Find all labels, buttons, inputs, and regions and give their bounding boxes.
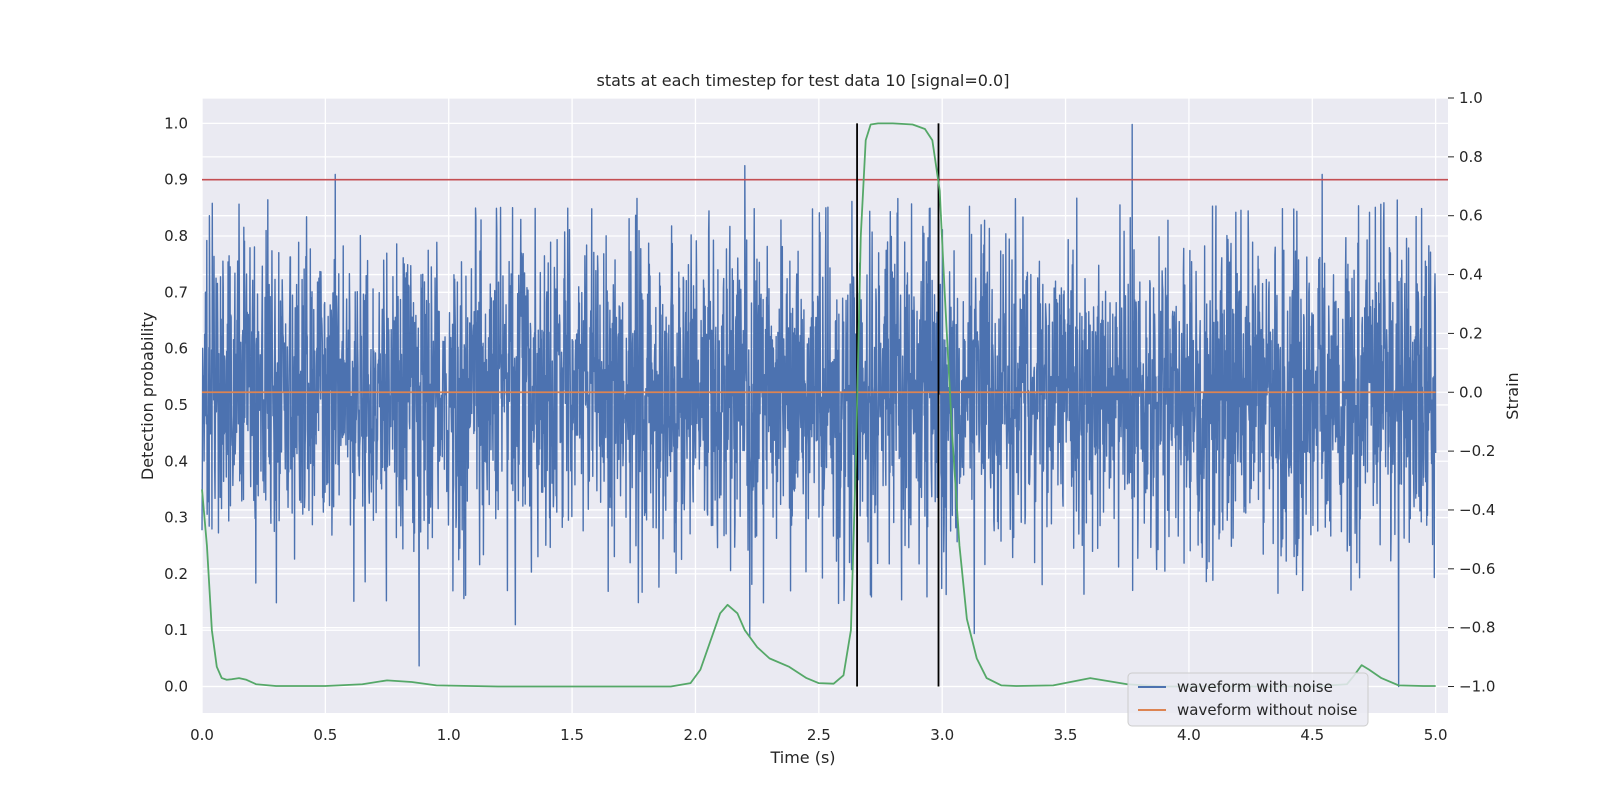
x-tick-label: 1.0	[437, 726, 461, 744]
y2-tick-label: 1.0	[1459, 89, 1483, 107]
y2-tick-label: −0.8	[1459, 619, 1495, 637]
x-tick-label: 4.5	[1300, 726, 1324, 744]
x-tick-label: 1.5	[560, 726, 584, 744]
legend: waveform with noise waveform without noi…	[1127, 672, 1369, 727]
y2-tick-label: −0.6	[1459, 560, 1495, 578]
y2-tick-label: 0.2	[1459, 324, 1483, 342]
x-tick-label: 3.5	[1054, 726, 1078, 744]
chart-title: stats at each timestep for test data 10 …	[597, 71, 1010, 90]
y2-tick-label: 0.0	[1459, 383, 1483, 401]
y-tick-label: 0.2	[164, 565, 188, 583]
x-tick-label: 5.0	[1424, 726, 1448, 744]
y2-axis-title: Strain	[1503, 372, 1522, 419]
y-tick-label: 0.5	[164, 396, 188, 414]
y-tick-label: 0.0	[164, 678, 188, 696]
x-tick-label: 0.5	[313, 726, 337, 744]
legend-box	[1127, 672, 1369, 727]
series-waveform-with-noise	[201, 123, 1437, 688]
y-axis-title: Detection probability	[138, 312, 157, 480]
legend-label-noisy: waveform with noise	[1177, 678, 1333, 696]
y2-tick-label: −1.0	[1459, 678, 1495, 696]
y2-tick-label: 0.4	[1459, 266, 1483, 284]
y-tick-label: 1.0	[164, 114, 188, 132]
y-tick-label: 0.1	[164, 621, 188, 639]
y2-tick-label: 0.6	[1459, 207, 1483, 225]
x-tick-label: 2.0	[684, 726, 708, 744]
x-tick-label: 0.0	[190, 726, 214, 744]
x-tick-label: 2.5	[807, 726, 831, 744]
y-tick-label: 0.3	[164, 509, 188, 527]
legend-label-clean: waveform without noise	[1177, 701, 1357, 719]
y-tick-label: 0.4	[164, 452, 188, 470]
x-axis-title: Time (s)	[769, 748, 835, 767]
x-tick-label: 4.0	[1177, 726, 1201, 744]
y2-tick-label: −0.2	[1459, 442, 1495, 460]
y2-tick-label: −0.4	[1459, 501, 1495, 519]
y-tick-label: 0.9	[164, 171, 188, 189]
y-tick-label: 0.7	[164, 283, 188, 301]
y2-tick-label: 0.8	[1459, 148, 1483, 166]
y-tick-label: 0.6	[164, 340, 188, 358]
y-tick-label: 0.8	[164, 227, 188, 245]
x-tick-label: 3.0	[930, 726, 954, 744]
